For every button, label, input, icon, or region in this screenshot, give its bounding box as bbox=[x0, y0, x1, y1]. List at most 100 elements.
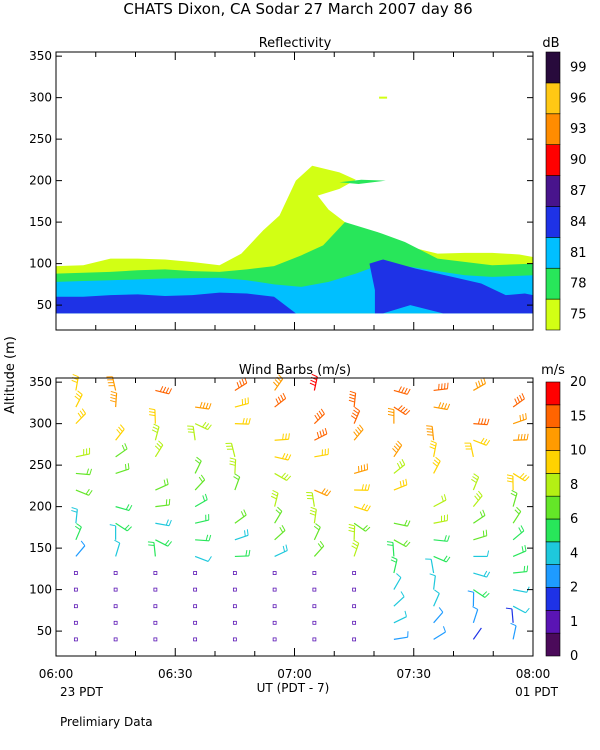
wind-barb-feather bbox=[404, 519, 408, 526]
calm-marker bbox=[153, 571, 158, 575]
colorbar-segment bbox=[545, 473, 561, 497]
colorbar-label: 6 bbox=[570, 512, 578, 527]
wind-barb-feather bbox=[311, 373, 318, 378]
wind-barb-feather bbox=[204, 493, 208, 500]
calm-marker bbox=[352, 637, 357, 642]
calm-marker bbox=[73, 604, 78, 609]
x-tick-label: 07:30 bbox=[396, 667, 431, 681]
wind-barb-staff bbox=[194, 460, 202, 474]
wind-barb-feather bbox=[244, 530, 246, 537]
wind-barb bbox=[115, 463, 130, 475]
wind-barb-feather bbox=[442, 626, 446, 633]
wind-barb-feather bbox=[124, 524, 130, 530]
wind-barb-staff bbox=[473, 589, 486, 598]
wind-barb-staff bbox=[154, 444, 164, 458]
wind-barb-staff bbox=[230, 443, 236, 457]
wind-barb bbox=[433, 555, 451, 563]
wind-barb bbox=[74, 390, 83, 408]
wind-barb-feather bbox=[505, 607, 512, 610]
wind-barb-feather bbox=[349, 393, 356, 397]
wind-barb-staff bbox=[234, 382, 248, 391]
colorbar-label: 0 bbox=[570, 649, 578, 664]
wind-barb-feather bbox=[355, 429, 360, 435]
wind-barb bbox=[393, 386, 411, 395]
wind-barb bbox=[512, 472, 530, 482]
wind-barb-feather bbox=[482, 530, 485, 537]
wind-barb bbox=[155, 539, 172, 547]
wind-barb-staff bbox=[433, 555, 447, 563]
wind-barb bbox=[274, 472, 292, 481]
wind-barb-feather bbox=[506, 477, 514, 480]
wind-barb bbox=[392, 440, 403, 458]
y-axis-label: Altitude (m) bbox=[3, 336, 18, 414]
wind-barb bbox=[506, 474, 514, 491]
wind-barb bbox=[433, 535, 450, 542]
wind-barb bbox=[386, 541, 395, 557]
wind-barb-feather bbox=[350, 415, 357, 420]
wind-barb-staff bbox=[115, 393, 118, 408]
wind-barb bbox=[194, 421, 212, 431]
wind-barb-staff bbox=[511, 608, 514, 623]
wind-barb-staff bbox=[473, 423, 488, 426]
calm-marker bbox=[193, 604, 198, 609]
wind-barb-feather bbox=[486, 418, 490, 425]
wind-barb-feather bbox=[354, 406, 360, 412]
wind-barb-staff bbox=[393, 596, 405, 607]
wind-barb-staff bbox=[313, 413, 325, 425]
wind-barb-feather bbox=[477, 380, 481, 387]
wind-barb bbox=[387, 407, 395, 424]
wind-barb-feather bbox=[348, 523, 355, 527]
colorbar-segment bbox=[545, 381, 561, 406]
y-tick-label: 150 bbox=[29, 215, 52, 229]
wind-barb-feather bbox=[163, 479, 166, 486]
y-tick-label: 250 bbox=[29, 458, 52, 472]
wind-barb bbox=[350, 406, 361, 424]
wind-barb-feather bbox=[480, 379, 484, 386]
wind-barb-feather bbox=[361, 484, 364, 491]
y-tick-label: 150 bbox=[29, 541, 52, 555]
wind-barb-feather bbox=[520, 525, 525, 532]
wind-barb-feather bbox=[284, 453, 289, 460]
wind-barb-staff bbox=[194, 499, 208, 508]
wind-barb-feather bbox=[118, 426, 123, 432]
wind-barb bbox=[473, 550, 490, 558]
wind-barb-feather bbox=[205, 402, 209, 409]
wind-barb-feather bbox=[348, 399, 355, 403]
wind-barb-feather bbox=[229, 463, 236, 466]
wind-barb-staff bbox=[393, 484, 408, 491]
wind-barb-feather bbox=[322, 429, 325, 436]
wind-barb-feather bbox=[110, 399, 117, 403]
wind-barb-feather bbox=[506, 480, 514, 483]
wind-barb-feather bbox=[309, 512, 316, 516]
calm-marker bbox=[232, 571, 237, 575]
wind-barb bbox=[274, 506, 283, 524]
wind-barb-feather bbox=[127, 463, 130, 470]
wind-barb-feather bbox=[239, 380, 243, 387]
colorbar-segment bbox=[545, 541, 561, 565]
y-tick-label: 200 bbox=[29, 500, 52, 514]
wind-barb bbox=[71, 373, 79, 391]
wind-barb-feather bbox=[109, 524, 116, 527]
wind-barb-feather bbox=[483, 377, 486, 384]
wind-barb bbox=[433, 382, 449, 392]
colorbar-label: 87 bbox=[570, 184, 587, 199]
calm-marker bbox=[312, 604, 317, 609]
wind-barb bbox=[513, 586, 530, 593]
wind-barb-feather bbox=[326, 490, 332, 497]
calm-marker bbox=[352, 587, 357, 592]
wind-barb bbox=[393, 405, 411, 416]
wind-barb-staff bbox=[234, 459, 237, 474]
wind-barb-feather bbox=[365, 526, 371, 532]
colorbar-segment bbox=[545, 51, 561, 84]
wind-barb-feather bbox=[127, 526, 132, 532]
wind-barb bbox=[75, 408, 87, 425]
wind-barb-feather bbox=[483, 418, 487, 425]
wind-barb-feather bbox=[281, 525, 286, 531]
wind-barb-staff bbox=[311, 492, 315, 507]
wind-barb-staff bbox=[433, 442, 437, 457]
calm-marker bbox=[153, 637, 158, 642]
wind-barb-staff bbox=[353, 429, 364, 441]
wind-barb bbox=[314, 427, 328, 441]
wind-barb-feather bbox=[405, 541, 411, 547]
wind-barb-staff bbox=[313, 545, 325, 557]
